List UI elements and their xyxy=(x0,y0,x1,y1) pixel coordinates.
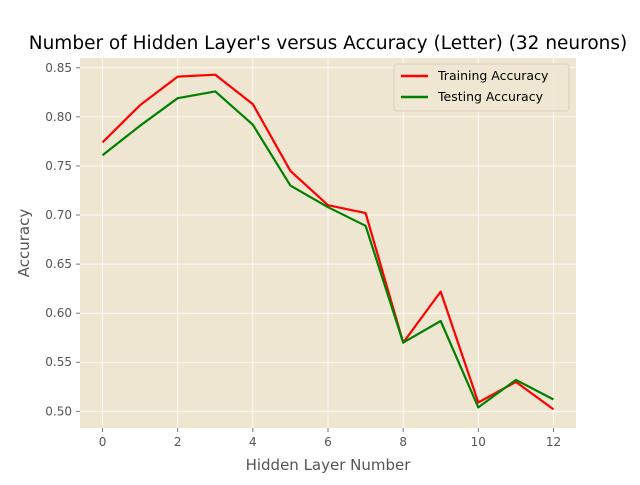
x-tick-label: 10 xyxy=(471,435,486,449)
series-lines xyxy=(101,73,555,411)
x-axis-label: Hidden Layer Number xyxy=(246,456,412,474)
x-tick-label: 12 xyxy=(546,435,561,449)
series-line-0 xyxy=(101,73,555,411)
y-tick-label: 0.70 xyxy=(45,208,72,222)
y-tick-label: 0.55 xyxy=(45,355,72,369)
y-tick-label: 0.60 xyxy=(45,306,72,320)
legend: Training Accuracy Testing Accuracy xyxy=(393,63,570,112)
x-tick-label: 8 xyxy=(399,435,407,449)
y-tick-label: 0.65 xyxy=(45,257,72,271)
legend-label-training: Training Accuracy xyxy=(437,68,549,83)
series-line-1 xyxy=(101,90,555,409)
legend-box xyxy=(393,63,570,112)
legend-label-testing: Testing Accuracy xyxy=(437,89,544,104)
x-tick-label: 4 xyxy=(249,435,257,449)
y-tick-label: 0.75 xyxy=(45,159,72,173)
chart-title: Number of Hidden Layer's versus Accuracy… xyxy=(29,33,628,54)
x-tick-label: 0 xyxy=(99,435,107,449)
y-tick-label: 0.85 xyxy=(45,61,72,75)
y-tick-label: 0.50 xyxy=(45,404,72,418)
x-tick-label: 6 xyxy=(324,435,332,449)
y-axis-label: Accuracy xyxy=(15,209,33,278)
grid-lines xyxy=(80,58,576,428)
x-tick-label: 2 xyxy=(174,435,182,449)
y-tick-label: 0.80 xyxy=(45,110,72,124)
axis-ticks: 0 2 4 6 8 10 12 0.50 0.55 0.60 0.65 0.70 0.75 0.80 0.8… xyxy=(45,61,561,449)
